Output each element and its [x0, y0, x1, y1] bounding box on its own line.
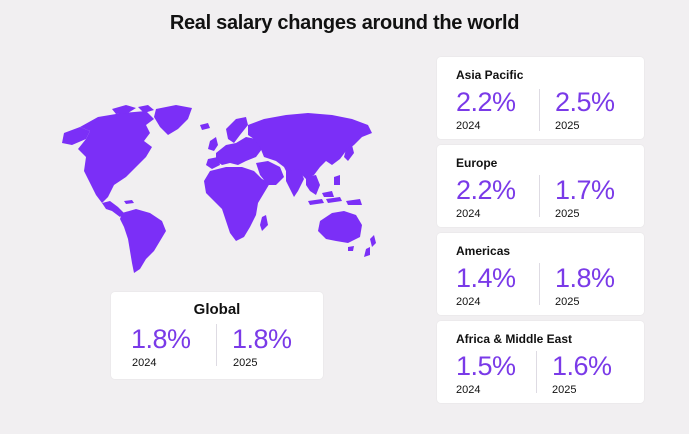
japan-shape: [344, 145, 354, 161]
region-name: Americas: [456, 244, 511, 258]
region-value-2024: 1.5%: [456, 351, 516, 381]
divider: [539, 175, 540, 217]
page-title: Real salary changes around the world: [169, 12, 520, 34]
global-year-2024: 2024: [132, 357, 157, 369]
middle-east-shape: [256, 161, 284, 185]
north-america-shape: [78, 111, 154, 203]
region-value-2025: 2.5%: [555, 87, 615, 117]
divider: [539, 263, 540, 305]
arctic-islands-shape: [112, 105, 136, 114]
region-year-2024: 2024: [456, 120, 481, 132]
region-name: Africa & Middle East: [456, 332, 573, 346]
region-year-2024: 2024: [456, 296, 481, 308]
region-card-africa-middle-east: Africa & Middle East 1.5% 2024 1.6% 2025: [437, 321, 644, 403]
new-zealand-shape: [370, 235, 376, 247]
global-value-2025: 1.8%: [232, 324, 292, 354]
global-card: Global 1.8% 2024 1.8% 2025: [111, 292, 323, 379]
region-year-2025: 2025: [555, 120, 580, 132]
africa-shape: [204, 167, 270, 241]
global-year-2025: 2025: [233, 357, 258, 369]
region-year-2025: 2025: [555, 208, 580, 220]
indonesia-shape: [308, 199, 324, 205]
region-year-2025: 2025: [555, 296, 580, 308]
region-card-americas: Americas 1.4% 2024 1.8% 2025: [437, 233, 644, 315]
divider: [216, 324, 217, 366]
region-year-2025: 2025: [552, 384, 577, 396]
europe-shape: [216, 137, 262, 165]
divider: [539, 89, 540, 131]
divider: [536, 351, 537, 393]
greenland-shape: [154, 105, 192, 135]
world-map: [62, 105, 376, 273]
scandinavia-shape: [226, 117, 248, 143]
region-value-2024: 1.4%: [456, 263, 516, 293]
global-title: Global: [193, 301, 241, 318]
alaska-shape: [62, 127, 90, 145]
region-value-2025: 1.6%: [552, 351, 612, 381]
region-year-2024: 2024: [456, 208, 481, 220]
region-value-2025: 1.7%: [555, 175, 615, 205]
uk-shape: [208, 137, 218, 151]
madagascar-shape: [260, 215, 268, 231]
region-value-2024: 2.2%: [456, 175, 516, 205]
india-shape: [286, 169, 304, 197]
region-value-2025: 1.8%: [555, 263, 615, 293]
asia-shape: [248, 113, 372, 179]
region-name: Asia Pacific: [456, 68, 524, 82]
region-name: Europe: [456, 156, 498, 170]
region-value-2024: 2.2%: [456, 87, 516, 117]
southeast-asia-shape: [306, 175, 320, 195]
region-card-europe: Europe 2.2% 2024 1.7% 2025: [437, 145, 644, 227]
region-year-2024: 2024: [456, 384, 481, 396]
global-value-2024: 1.8%: [131, 324, 191, 354]
region-card-asia-pacific: Asia Pacific 2.2% 2024 2.5% 2025: [437, 57, 644, 139]
australia-shape: [318, 211, 362, 243]
central-america-shape: [102, 201, 124, 217]
south-america-shape: [120, 209, 166, 273]
